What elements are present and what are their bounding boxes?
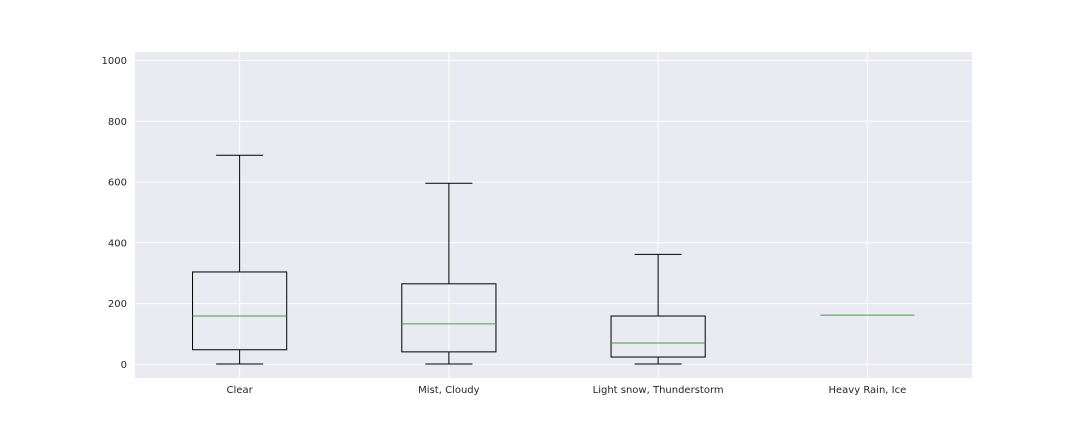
- plot-area: [135, 52, 972, 378]
- y-tick-label: 1000: [102, 56, 127, 67]
- grid-lines: [135, 52, 972, 378]
- y-axis-ticks: 0 200 400 600 800 1000: [102, 56, 127, 371]
- x-tick-label: Mist, Cloudy: [418, 385, 479, 396]
- iqr-box: [610, 315, 706, 358]
- y-tick-label: 200: [108, 299, 127, 310]
- x-axis-ticks: Clear Mist, Cloudy Light snow, Thunderstor…: [227, 385, 907, 396]
- x-tick-label: Heavy Rain, Ice: [829, 385, 907, 396]
- iqr-box: [192, 271, 288, 351]
- y-tick-label: 600: [108, 178, 127, 189]
- y-tick-label: 0: [121, 360, 127, 371]
- x-tick-label: Clear: [227, 385, 254, 396]
- box-3: [610, 253, 706, 365]
- box-series: [192, 154, 915, 365]
- y-tick-label: 800: [108, 117, 127, 128]
- iqr-box: [401, 283, 497, 353]
- x-tick-label: Light snow, Thunderstorm: [593, 385, 724, 396]
- box-2: [401, 182, 497, 365]
- box-1: [192, 154, 288, 365]
- y-tick-label: 400: [108, 238, 127, 249]
